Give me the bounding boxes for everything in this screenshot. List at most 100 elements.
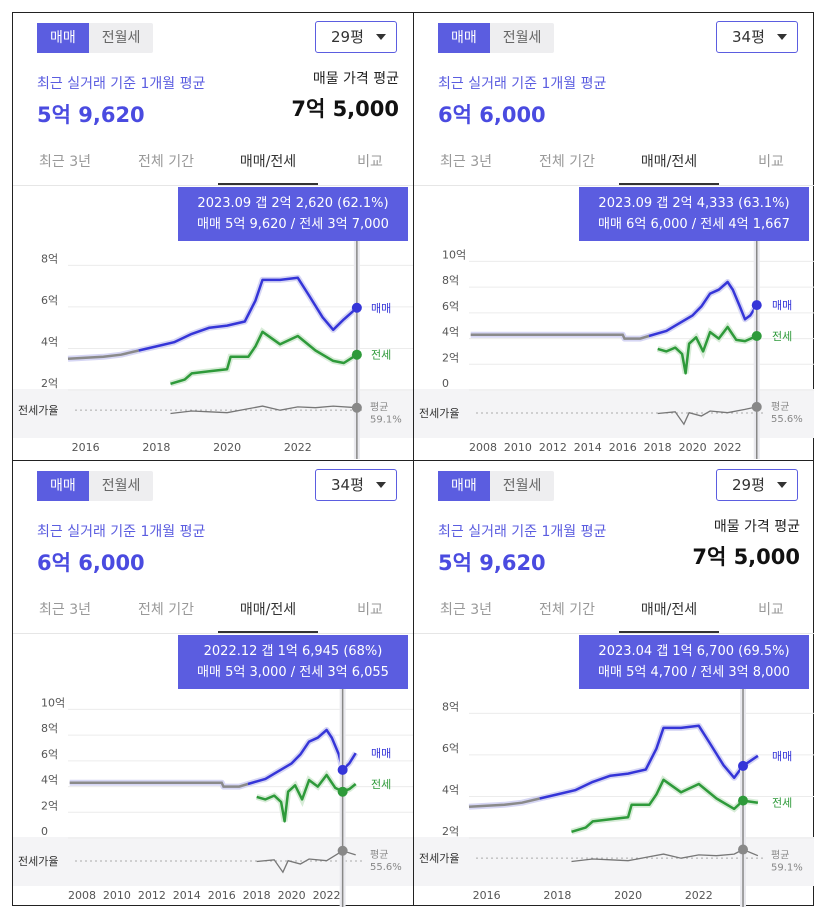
tab-all-period[interactable]: 전체 기간 [539, 154, 595, 170]
ratio-marker-dot [751, 401, 762, 412]
tab-compare[interactable]: 비교 [758, 602, 784, 618]
sale-series-label: 매매 [371, 747, 391, 760]
toggle-rent[interactable]: 전월세 [101, 478, 141, 494]
jeonse-line [571, 778, 759, 833]
ratio-label: 전세가율 [18, 855, 58, 868]
tooltip-line-2: 매매 5억 9,620 / 전세 3억 7,000 [197, 217, 389, 232]
panel-4: 매매 전월세 29평 최근 실거래 기준 1개월 평균 5억 9,620 매물 … [414, 461, 814, 907]
x-tick-label-0: 2016 [473, 889, 501, 902]
x-tick-label-3: 2022 [685, 889, 713, 902]
x-tick-label-2: 2020 [213, 441, 241, 454]
tab-recent-3y[interactable]: 최근 3년 [440, 154, 492, 170]
y-tick-label-0: 0 [41, 825, 48, 838]
tab-recent-3y[interactable]: 최근 3년 [39, 154, 91, 170]
size-select[interactable]: 29평 [315, 21, 397, 53]
ratio-marker-dot [351, 402, 362, 413]
tab-recent-3y[interactable]: 최근 3년 [440, 602, 492, 618]
toggle-sale[interactable]: 매매 [438, 23, 490, 53]
ratio-band [414, 837, 814, 886]
tooltip-line-2: 매매 5억 4,700 / 전세 3억 8,000 [598, 665, 790, 680]
x-tick-label-5: 2018 [243, 889, 271, 902]
tooltip-line-1: 2023.04 갭 1억 6,700 (69.5%) [598, 644, 790, 659]
toggle-sale[interactable]: 매매 [438, 471, 490, 501]
x-tick-label-5: 2018 [644, 441, 672, 454]
toggle-rent[interactable]: 전월세 [502, 478, 542, 494]
tab-compare[interactable]: 비교 [758, 154, 784, 170]
price-chart[interactable]: 0 2억 4억 6억 8억 10억 2008 2010 2012 2014 2016 2018 2020… [13, 633, 413, 907]
tooltip-line-1: 2023.09 갭 2억 2,620 (62.1%) [197, 196, 389, 211]
x-tick-label-3: 2014 [173, 889, 201, 902]
size-value: 29평 [331, 28, 364, 46]
ratio-line [657, 406, 757, 426]
x-tick-label-2: 2020 [614, 889, 642, 902]
sale-series-label: 매매 [772, 299, 792, 312]
x-tick-label-0: 2016 [72, 441, 100, 454]
tab-sale-jeonse[interactable]: 매매/전세 [640, 154, 698, 170]
toggle-rent[interactable]: 전월세 [101, 30, 141, 46]
tooltip-line-2: 매매 5억 3,000 / 전세 3억 6,055 [197, 665, 389, 680]
tab-sale-jeonse[interactable]: 매매/전세 [239, 154, 297, 170]
size-value: 34평 [331, 476, 364, 494]
size-select[interactable]: 29평 [716, 469, 798, 501]
divider-vertical [413, 13, 414, 905]
y-tick-label-3: 8억 [442, 700, 459, 713]
x-tick-label-0: 2008 [68, 889, 96, 902]
ratio-label: 전세가율 [419, 407, 459, 420]
price-chart[interactable]: 0 2억 4억 6억 8억 10억 2008 2010 2012 2014 2016 2018 2020… [414, 185, 814, 459]
tooltip-line-1: 2022.12 갭 1억 6,945 (68%) [203, 644, 383, 659]
ratio-label: 전세가율 [18, 404, 58, 417]
tab-compare[interactable]: 비교 [357, 154, 383, 170]
avg-label: 최근 실거래 기준 1개월 평균 [37, 524, 206, 540]
divider-horizontal [13, 460, 813, 461]
size-select[interactable]: 34평 [716, 21, 798, 53]
x-tick-label-3: 2022 [284, 441, 312, 454]
y-tick-label-4: 8억 [442, 274, 459, 287]
jeonse-halo [656, 321, 758, 374]
jeonse-line [170, 330, 358, 385]
avg-value: 6억 6,000 [37, 551, 145, 575]
tab-compare[interactable]: 비교 [357, 602, 383, 618]
toggle-sale[interactable]: 매매 [37, 23, 89, 53]
y-tick-label-3: 6억 [442, 300, 459, 313]
sale-marker-dot [351, 302, 362, 313]
listing-value: 7억 5,000 [291, 97, 399, 121]
ratio-marker-dot [738, 844, 749, 855]
tab-sale-jeonse[interactable]: 매매/전세 [239, 602, 297, 618]
sale-marker-dot [337, 764, 348, 775]
toggle-rent[interactable]: 전월세 [502, 30, 542, 46]
deal-type-toggle: 매매 전월세 [438, 23, 555, 53]
tab-recent-3y[interactable]: 최근 3년 [39, 602, 91, 618]
toggle-sale[interactable]: 매매 [37, 471, 89, 501]
sale-marker-dot [751, 300, 762, 311]
ratio-band [13, 837, 413, 886]
ratio-line [571, 848, 759, 863]
ratio-avg-label-1: 59.1% [771, 863, 803, 874]
x-tick-label-0: 2008 [469, 441, 497, 454]
size-select[interactable]: 34평 [315, 469, 397, 501]
chart-grid: 매매 전월세 29평 최근 실거래 기준 1개월 평균 5억 9,620 매물 … [12, 12, 814, 907]
period-tabs: 최근 3년 전체 기간 매매/전세 비교 [414, 593, 814, 634]
y-tick-label-5: 10억 [442, 248, 466, 261]
y-tick-label-5: 10억 [41, 696, 65, 709]
y-tick-label-1: 2억 [442, 351, 459, 364]
tab-all-period[interactable]: 전체 기간 [138, 154, 194, 170]
x-tick-label-6: 2020 [679, 441, 707, 454]
tab-all-period[interactable]: 전체 기간 [539, 602, 595, 618]
jeonse-series-label: 전세 [772, 797, 792, 810]
period-tabs: 최근 3년 전체 기간 매매/전세 비교 [414, 145, 814, 186]
ratio-avg-label-0: 평균 [370, 849, 388, 861]
y-tick-label-4: 8억 [41, 722, 58, 735]
jeonse-series-label: 전세 [772, 330, 792, 343]
tab-sale-jeonse[interactable]: 매매/전세 [640, 602, 698, 618]
tab-all-period[interactable]: 전체 기간 [138, 602, 194, 618]
sale-line-early [69, 781, 249, 788]
avg-value: 6억 6,000 [438, 103, 546, 127]
y-tick-label-2: 6억 [41, 294, 58, 307]
avg-label: 최근 실거래 기준 1개월 평균 [438, 76, 607, 92]
tooltip: 2023.09 갭 2억 4,333 (63.1%) 매매 6억 6,000 /… [579, 187, 809, 241]
tooltip-line-2: 매매 6억 6,000 / 전세 4억 1,667 [598, 217, 790, 232]
tooltip: 2023.09 갭 2억 2,620 (62.1%) 매매 5억 9,620 /… [178, 187, 408, 241]
jeonse-marker-dot [738, 795, 749, 806]
